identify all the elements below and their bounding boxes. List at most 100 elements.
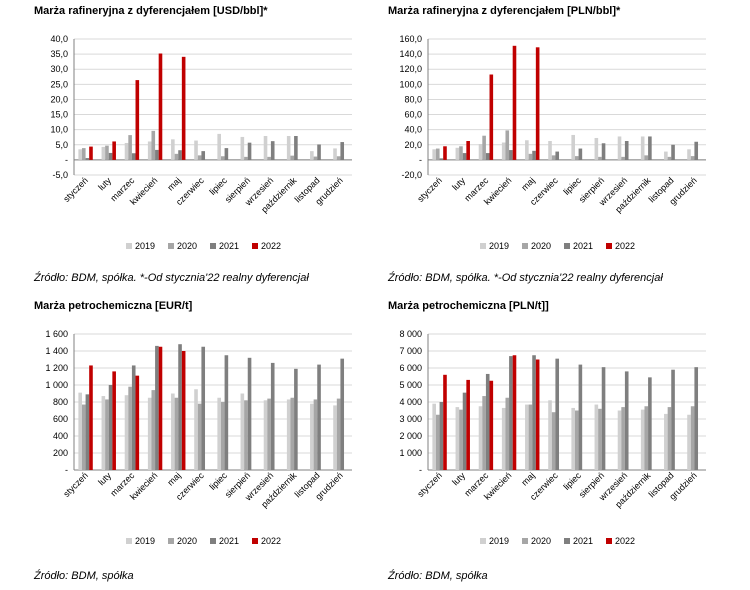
bar-2019-luty	[101, 396, 106, 470]
bar-2021-kwiecień	[155, 149, 159, 160]
legend-label: 2019	[135, 536, 155, 546]
bar-2021-październik	[648, 136, 652, 160]
bar-2020-lipiec	[220, 156, 225, 160]
bar-2021-październik	[294, 136, 298, 160]
y-tick-label: 100,0	[399, 79, 422, 89]
legend-label: 2021	[573, 241, 593, 251]
legend-swatch-2021	[210, 243, 216, 249]
bar-2020-grudzień	[336, 398, 341, 470]
legend-swatch-2022	[252, 243, 258, 249]
bar-2019-maj	[525, 140, 529, 160]
bar-2020-październik	[290, 397, 295, 470]
bar-2020-marzec	[128, 386, 132, 470]
bar-2020-kwiecień	[151, 130, 156, 160]
legend-label: 2020	[177, 241, 197, 251]
x-tick-label: maj	[165, 175, 182, 192]
bar-2020-marzec	[482, 396, 486, 470]
bar-2019-wrzesień	[617, 136, 622, 160]
bar-2021-lipiec	[578, 364, 583, 470]
bar-2019-sierpień	[594, 404, 599, 470]
chart-title: Marża petrochemiczna [PLN/t]]	[388, 300, 549, 312]
bar-2020-lipiec	[220, 402, 225, 470]
bar-2021-listopad	[317, 364, 321, 470]
bar-2019-kwiecień	[147, 397, 152, 470]
bar-2019-luty	[455, 147, 460, 160]
y-tick-label: 2 000	[399, 431, 422, 441]
x-tick-label: maj	[519, 175, 536, 192]
bar-2022-marzec	[135, 80, 140, 160]
y-tick-label: 20,0	[404, 140, 422, 150]
bar-2021-kwiecień	[509, 356, 513, 470]
bar-2020-październik	[644, 155, 649, 160]
bar-2019-wrzesień	[617, 410, 622, 470]
y-tick-label: 6 000	[399, 363, 422, 373]
bar-2020-czerwiec	[197, 403, 202, 470]
bar-2020-listopad	[313, 156, 318, 160]
y-tick-label: 1 400	[45, 346, 68, 356]
bar-2021-wrzesień	[270, 362, 275, 470]
bar-chart-petrochem-pln: - 1 000 2 000 3 000 4 000 5 000 6 000 7 000 8 00…	[399, 329, 706, 546]
bar-2020-grudzień	[336, 156, 341, 160]
y-tick-label: 7 000	[399, 346, 422, 356]
legend-swatch-2019	[480, 243, 486, 249]
bar-2019-grudzień	[333, 405, 337, 470]
bar-2022-styczeń	[89, 146, 93, 160]
source-note: Źródło: BDM, spółka	[34, 570, 134, 582]
chart-panel-refining-pln: Marża rafineryjna z dyferencjałem [PLN/b…	[388, 5, 748, 295]
bar-2020-czerwiec	[551, 412, 556, 470]
bar-2019-listopad	[310, 151, 314, 160]
bar-2019-czerwiec	[194, 140, 198, 160]
bar-2019-lipiec	[571, 134, 575, 160]
bar-2020-sierpień	[244, 156, 248, 160]
y-tick-label: -	[65, 465, 68, 475]
bar-2021-sierpień	[601, 367, 606, 470]
bar-2021-listopad	[671, 144, 675, 160]
bar-2020-maj	[528, 153, 533, 160]
bar-2021-marzec	[485, 153, 490, 160]
legend-label: 2020	[177, 536, 197, 546]
bar-2020-sierpień	[244, 400, 248, 470]
source-note: Źródło: BDM, spółka. *-Od stycznia'22 re…	[388, 272, 663, 284]
chart-title: Marża rafineryjna z dyferencjałem [PLN/b…	[388, 5, 621, 17]
legend-label: 2019	[135, 241, 155, 251]
bar-2019-styczeń	[78, 392, 82, 470]
y-tick-label: -	[65, 155, 68, 165]
y-tick-label: 80,0	[404, 94, 422, 104]
bar-2022-marzec	[489, 380, 494, 470]
legend-label: 2022	[615, 536, 635, 546]
bar-2019-sierpień	[240, 393, 245, 470]
y-tick-label: 40,0	[50, 34, 68, 44]
bar-2020-wrzesień	[621, 156, 625, 160]
bar-2020-sierpień	[598, 156, 602, 160]
bar-2021-marzec	[485, 373, 490, 470]
bar-2021-czerwiec	[555, 358, 560, 470]
bar-2022-maj	[181, 351, 186, 470]
bar-2019-kwiecień	[501, 142, 506, 160]
bar-2020-marzec	[482, 135, 486, 160]
bar-2020-luty	[459, 409, 463, 470]
bar-2021-marzec	[131, 153, 136, 160]
bar-2020-luty	[459, 146, 463, 160]
y-tick-label: 1 200	[45, 363, 68, 373]
bar-2021-luty	[462, 153, 467, 160]
y-tick-label: 8 000	[399, 329, 422, 339]
bar-2021-listopad	[671, 369, 675, 470]
bar-2021-sierpień	[247, 142, 252, 160]
x-tick-label: maj	[519, 470, 536, 487]
y-tick-label: -5,0	[52, 170, 68, 180]
y-tick-label: 40,0	[404, 125, 422, 135]
x-tick-label: luty	[96, 470, 113, 487]
legend-swatch-2019	[480, 538, 486, 544]
bar-2019-czerwiec	[194, 389, 198, 470]
y-tick-label: 35,0	[50, 49, 68, 59]
bar-2019-marzec	[478, 144, 483, 160]
bar-2020-luty	[105, 399, 109, 470]
bar-2021-grudzień	[694, 367, 699, 470]
bar-2021-czerwiec	[555, 151, 560, 160]
bar-2021-październik	[294, 368, 298, 470]
legend-label: 2019	[489, 241, 509, 251]
bar-2021-lipiec	[224, 148, 229, 160]
y-tick-label: 800	[53, 397, 68, 407]
y-tick-label: 1 600	[45, 329, 68, 339]
bar-2020-wrzesień	[621, 407, 625, 470]
